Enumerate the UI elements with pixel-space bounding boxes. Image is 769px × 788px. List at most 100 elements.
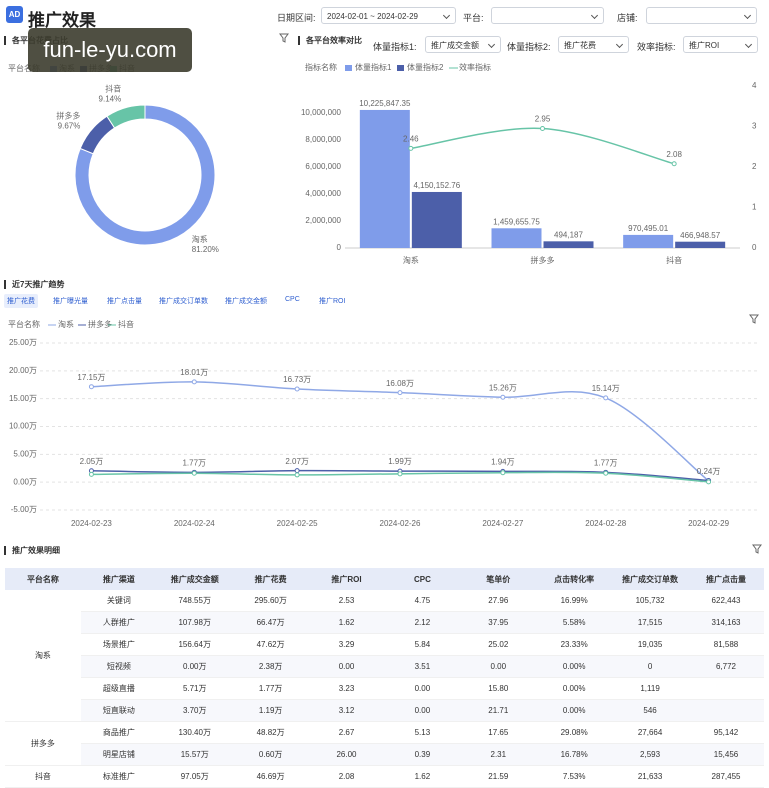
point xyxy=(540,126,545,132)
table-cell: 97.05万 xyxy=(156,765,233,788)
y2-tick-label: 4 xyxy=(752,81,757,90)
bar-label: 466,948.57 xyxy=(680,231,721,240)
table-cell: 1,119 xyxy=(612,677,689,700)
table-cell: 105,732 xyxy=(612,590,689,612)
slice-label: 81.20% xyxy=(192,245,219,254)
legend-title: 平台名称 xyxy=(8,319,40,329)
table-cell: 商品推广 xyxy=(80,721,157,744)
y2-tick-label: 3 xyxy=(752,122,757,131)
pie-slice xyxy=(79,115,116,155)
table-cell: 0.00% xyxy=(536,655,613,678)
table-cell: 短视频 xyxy=(80,655,157,678)
x-tick-label: 2024-02-26 xyxy=(380,519,421,528)
table-cell: 748.55万 xyxy=(156,590,233,612)
shop-select[interactable] xyxy=(646,7,757,24)
tab[interactable]: 推广点击量 xyxy=(107,298,142,305)
control-label: 体量指标2: xyxy=(507,42,551,52)
bar xyxy=(675,241,726,248)
legend-title: 平台名称 xyxy=(8,63,40,73)
section-title: 各平台效率对比 xyxy=(298,36,362,45)
table-cell: 0.00 xyxy=(384,677,461,700)
tab[interactable]: 推广曝光量 xyxy=(53,298,88,305)
legend-label: 体量指标1 xyxy=(355,62,392,72)
table-cell: 15,456 xyxy=(688,743,764,766)
point-label: 17.15万 xyxy=(77,373,105,382)
tab[interactable]: 推广ROI xyxy=(319,298,346,305)
table-cell: 2.31 xyxy=(460,743,537,766)
bar-label: 10,225,847.35 xyxy=(359,99,411,108)
table-cell: 107.98万 xyxy=(156,611,233,634)
x-tick-label: 2024-02-23 xyxy=(71,519,112,528)
column-header: 推广点击量 xyxy=(688,568,764,590)
y2-tick-label: 1 xyxy=(752,203,757,212)
point xyxy=(294,472,300,478)
point xyxy=(706,479,712,485)
table-cell: 26.00 xyxy=(308,743,385,766)
table-row: 短直联动 3.70万 1.19万 3.12 0.00 21.71 0.00% 546 xyxy=(5,699,764,722)
control-select[interactable]: 推广ROI xyxy=(683,36,758,53)
date-range[interactable]: 2024-02-01 ~ 2024-02-29 xyxy=(321,7,456,24)
table-cell: 46.69万 xyxy=(232,765,309,788)
platform-select[interactable] xyxy=(491,7,604,24)
slice-label: 9.14% xyxy=(99,95,122,104)
legend-swatch xyxy=(397,65,404,71)
point xyxy=(500,394,506,400)
point xyxy=(671,161,677,167)
legend-label: 效率指标 xyxy=(459,62,491,72)
pie-slice xyxy=(106,104,146,129)
pie-slice xyxy=(74,104,216,246)
table-cell: 1.62 xyxy=(384,765,461,788)
control-select[interactable]: 推广花费 xyxy=(558,36,629,53)
table-cell: 明星店铺 xyxy=(80,743,157,766)
table-cell: 21.71 xyxy=(460,699,537,722)
table-row: 场景推广 156.64万 47.62万 3.29 5.84 25.02 23.33% 19,0… xyxy=(5,633,764,656)
column-header: 笔单价 xyxy=(460,568,537,590)
table-row: 超级直播 5.71万 1.77万 3.23 0.00 15.80 0.00% 1,119 xyxy=(5,677,764,700)
table-cell: 15.80 xyxy=(460,677,537,700)
date-sep: ~ xyxy=(370,12,375,21)
table-cell: 2.38万 xyxy=(232,655,309,678)
y-tick-label: 4,000,000 xyxy=(305,189,341,198)
bar xyxy=(623,234,674,248)
column-header: 推广成交订单数 xyxy=(612,568,689,590)
table-cell: 0.00 xyxy=(460,655,537,678)
tab[interactable]: 推广花费 xyxy=(4,294,38,308)
control-select[interactable]: 推广成交金额 xyxy=(425,36,501,53)
filter-icon xyxy=(279,33,289,43)
table-cell: 81,588 xyxy=(688,633,764,656)
tab[interactable]: CPC xyxy=(285,296,300,303)
control-label: 效率指标: xyxy=(637,42,676,52)
x-tick-label: 2024-02-28 xyxy=(585,519,626,528)
table-cell: 6,772 xyxy=(688,655,764,678)
filter-label: 日期区间: xyxy=(277,13,316,23)
point-label: 2.05万 xyxy=(80,457,104,466)
column-header: 推广渠道 xyxy=(80,568,157,590)
table-cell: 295.60万 xyxy=(232,590,309,612)
point xyxy=(408,145,414,151)
y-tick-label: 2,000,000 xyxy=(305,216,341,225)
point xyxy=(397,471,403,477)
tab[interactable]: 推广成交金额 xyxy=(225,298,267,305)
point xyxy=(294,468,300,474)
y-tick-label: 10.00万 xyxy=(9,422,37,431)
table-cell: 25.02 xyxy=(460,633,537,656)
table-cell: 3.29 xyxy=(308,633,385,656)
table-cell: 3.51 xyxy=(384,655,461,678)
y2-tick-label: 2 xyxy=(752,162,757,171)
y-tick-label: 6,000,000 xyxy=(305,162,341,171)
table-cell: 标准推广 xyxy=(80,765,157,788)
table-cell: 1.19万 xyxy=(232,699,309,722)
filter-icon[interactable] xyxy=(752,544,762,554)
column-header: CPC xyxy=(384,568,461,590)
point-label: 1.94万 xyxy=(491,457,515,466)
point-label: 16.73万 xyxy=(283,375,311,384)
table-row: 人群推广 107.98万 66.47万 1.62 2.12 37.95 5.58% 17,51… xyxy=(5,611,764,634)
table-cell: 48.82万 xyxy=(232,721,309,744)
point-label: 15.26万 xyxy=(489,383,517,392)
point-label: 2.08 xyxy=(666,150,682,159)
x-tick-label: 2024-02-24 xyxy=(174,519,215,528)
y-tick-label: 0 xyxy=(337,243,342,252)
point xyxy=(88,384,94,390)
table-cell: 29.08% xyxy=(536,721,613,744)
tab[interactable]: 推广成交订单数 xyxy=(159,298,208,305)
